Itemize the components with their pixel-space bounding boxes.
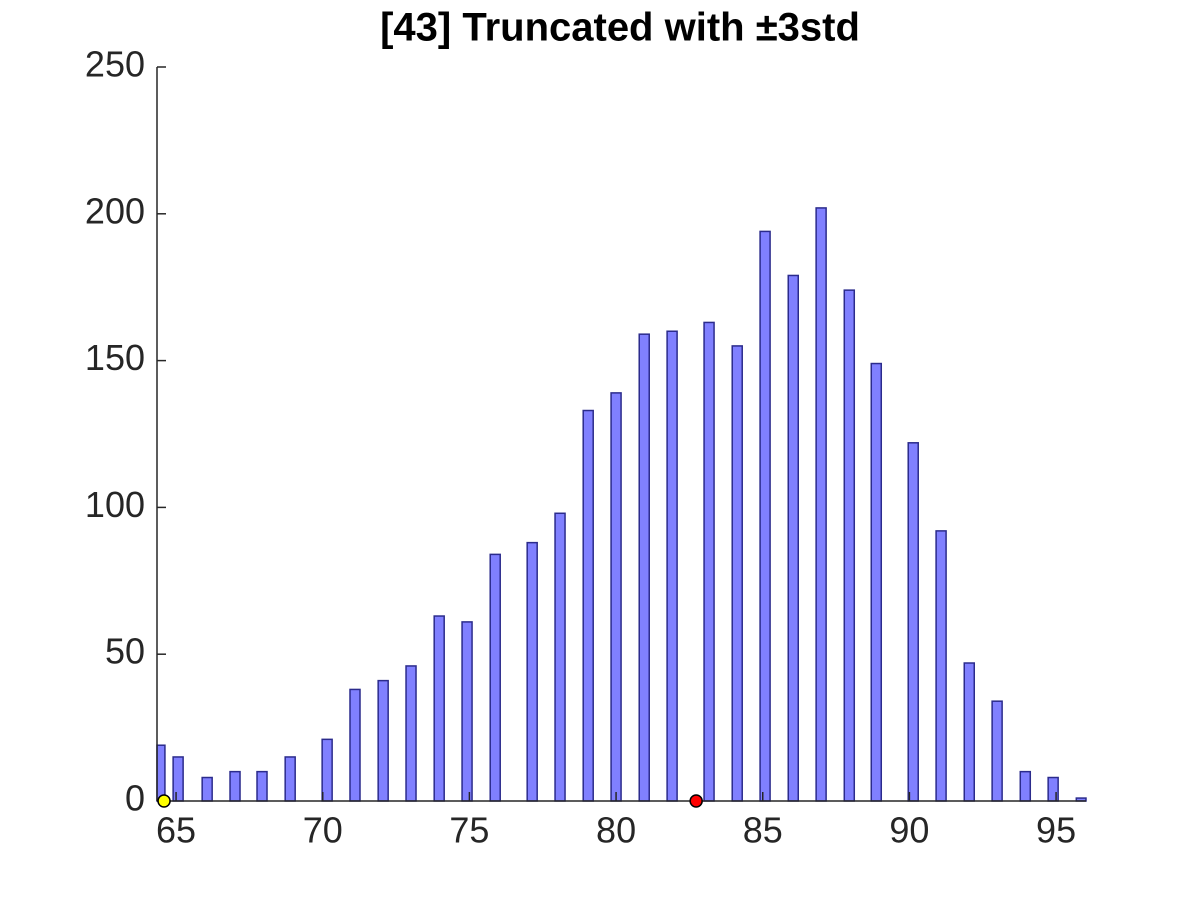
bar xyxy=(554,512,566,802)
y-tick-label: 0 xyxy=(125,778,145,819)
marker xyxy=(689,794,703,808)
x-tick-label: 90 xyxy=(889,810,929,851)
bar xyxy=(638,333,650,802)
bar xyxy=(991,700,1003,802)
bar xyxy=(610,392,622,802)
marker xyxy=(157,794,171,808)
y-tick-label: 150 xyxy=(85,337,145,378)
x-tick-label: 65 xyxy=(156,810,196,851)
bar xyxy=(582,409,594,802)
bar xyxy=(731,345,743,802)
bar xyxy=(843,289,856,802)
x-tick-label: 70 xyxy=(303,810,343,851)
bar xyxy=(256,770,268,802)
bar xyxy=(433,615,445,802)
x-tick-label: 75 xyxy=(449,810,489,851)
bar xyxy=(870,362,883,802)
bar xyxy=(461,621,473,802)
y-tick-label: 50 xyxy=(105,631,145,672)
bar xyxy=(666,330,678,802)
bar xyxy=(489,553,501,802)
bar xyxy=(377,679,389,802)
x-tick-label: 95 xyxy=(1036,810,1076,851)
bar xyxy=(815,207,827,802)
y-tick-label: 250 xyxy=(85,44,145,85)
chart-title: [43] Truncated with ±3std xyxy=(380,6,860,50)
bar xyxy=(787,274,799,802)
bar xyxy=(201,776,213,802)
bar xyxy=(759,230,771,802)
bar xyxy=(526,541,538,802)
x-tick-label: 80 xyxy=(596,810,636,851)
bar xyxy=(172,756,184,802)
y-tick-label: 100 xyxy=(85,484,145,525)
bar xyxy=(703,321,715,802)
bar xyxy=(349,688,361,802)
bar xyxy=(156,744,166,802)
bar xyxy=(963,662,976,802)
bar xyxy=(229,770,241,802)
bar xyxy=(405,665,417,802)
bar xyxy=(935,530,947,802)
y-tick-label: 200 xyxy=(85,190,145,231)
bar xyxy=(321,738,333,802)
x-tick-label: 85 xyxy=(743,810,783,851)
bar xyxy=(907,442,919,802)
bar xyxy=(1019,770,1032,802)
bar xyxy=(284,756,296,802)
